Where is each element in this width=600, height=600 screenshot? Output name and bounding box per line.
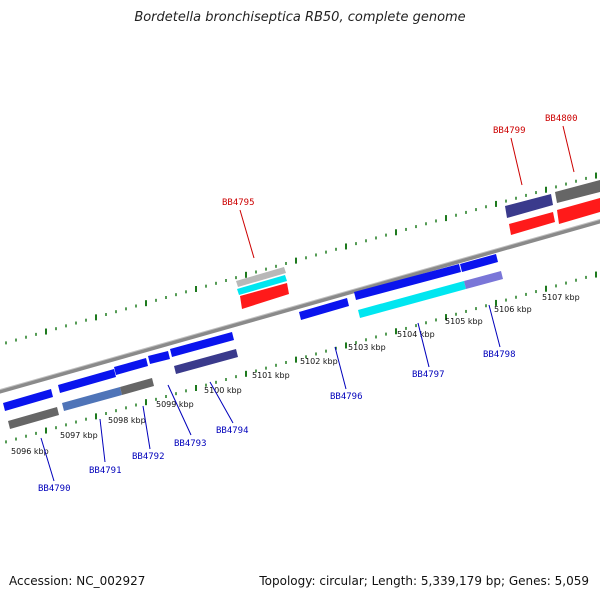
gene-label-BB4795[interactable]: BB4795 <box>222 198 255 208</box>
kbp-label: 5100 kbp <box>204 386 242 395</box>
map-title: Bordetella bronchiseptica RB50, complete… <box>134 10 466 25</box>
gene-arrow-BB4794-purple[interactable] <box>174 349 238 374</box>
leader-BB4796 <box>334 346 347 390</box>
accession-text: Accession: NC_002927 <box>9 574 146 588</box>
gene-arrow-BB4796[interactable] <box>299 298 349 320</box>
leader-BB4800 <box>562 125 575 173</box>
leader-BB4792 <box>142 405 151 450</box>
gene-label-leaders <box>40 125 575 482</box>
gene-arrow-BB4790-gray[interactable] <box>8 407 59 429</box>
gene-label-BB4793[interactable]: BB4793 <box>174 439 207 449</box>
gene-arrow-BB4795-cyan[interactable] <box>237 275 287 295</box>
leader-BB4791 <box>99 418 106 463</box>
forward-tick-row <box>5 172 597 345</box>
kbp-label: 5103 kbp <box>348 343 386 352</box>
reverse-tick-row <box>5 271 597 444</box>
gene-arrow-BB4795[interactable] <box>240 283 289 309</box>
gene-arrow-BB4799[interactable] <box>509 212 555 235</box>
leader-BB4799 <box>510 137 523 186</box>
kbp-labels: 5096 kbp 5097 kbp 5098 kbp 5099 kbp 5100… <box>11 293 580 456</box>
gene-arrow-BB4793[interactable] <box>148 351 170 364</box>
kbp-label: 5097 kbp <box>60 431 98 440</box>
kbp-label: 5105 kbp <box>445 317 483 326</box>
genome-summary-text: Topology: circular; Length: 5,339,179 bp… <box>259 574 589 588</box>
kbp-label: 5107 kbp <box>542 293 580 302</box>
gene-arrow-BB4797[interactable] <box>354 264 461 300</box>
leader-BB4798 <box>488 304 501 348</box>
leader-BB4795 <box>239 209 255 259</box>
gene-arrow-BB4794[interactable] <box>170 332 234 357</box>
kbp-label: 5106 kbp <box>494 305 532 314</box>
genome-backbone <box>0 219 600 394</box>
reverse-gene-arrows <box>3 254 503 429</box>
gene-label-BB4798[interactable]: BB4798 <box>483 350 516 360</box>
gene-label-BB4799[interactable]: BB4799 <box>493 126 526 136</box>
gene-arrow-BB4798[interactable] <box>460 254 498 272</box>
genome-backbone-highlight <box>0 218 600 391</box>
gene-arrow-BB4795-gray[interactable] <box>236 267 286 287</box>
gene-label-BB4797[interactable]: BB4797 <box>412 370 445 380</box>
forward-gene-arrows <box>236 180 600 309</box>
gene-arrow-BB4797-cyan[interactable] <box>358 281 466 318</box>
gene-label-BB4790[interactable]: BB4790 <box>38 484 71 494</box>
leader-BB4797 <box>417 322 430 368</box>
gene-label-BB4794[interactable]: BB4794 <box>216 426 249 436</box>
kbp-label: 5102 kbp <box>300 357 338 366</box>
kbp-label: 5101 kbp <box>252 371 290 380</box>
kbp-label: 5104 kbp <box>397 330 435 339</box>
gene-arrow-BB4797-lavender[interactable] <box>464 271 503 289</box>
gene-arrow-BB4799-purple[interactable] <box>505 194 553 218</box>
gene-arrow-BB4790[interactable] <box>3 389 53 411</box>
leader-BB4790 <box>40 437 55 482</box>
leader-BB4793 <box>167 384 192 436</box>
kbp-label: 5096 kbp <box>11 447 49 456</box>
kbp-label: 5098 kbp <box>108 416 146 425</box>
gene-arrow-BB4800[interactable] <box>557 198 600 224</box>
gene-arrow-BB4791[interactable] <box>58 369 116 393</box>
kbp-label: 5099 kbp <box>156 400 194 409</box>
gene-label-BB4792[interactable]: BB4792 <box>132 452 165 462</box>
gene-label-BB4796[interactable]: BB4796 <box>330 392 363 402</box>
gene-arrow-BB4800-gray[interactable] <box>555 180 600 203</box>
gene-label-BB4791[interactable]: BB4791 <box>89 466 122 476</box>
gene-arrow-BB4791-gray[interactable] <box>120 378 154 395</box>
gene-arrow-BB4792[interactable] <box>114 358 148 375</box>
gene-labels: BB4790 BB4791 BB4792 BB4793 BB4794 BB479… <box>38 114 578 494</box>
gene-arrow-BB4791-band[interactable] <box>62 387 122 411</box>
gene-label-BB4800[interactable]: BB4800 <box>545 114 578 124</box>
leader-BB4794 <box>209 381 234 424</box>
